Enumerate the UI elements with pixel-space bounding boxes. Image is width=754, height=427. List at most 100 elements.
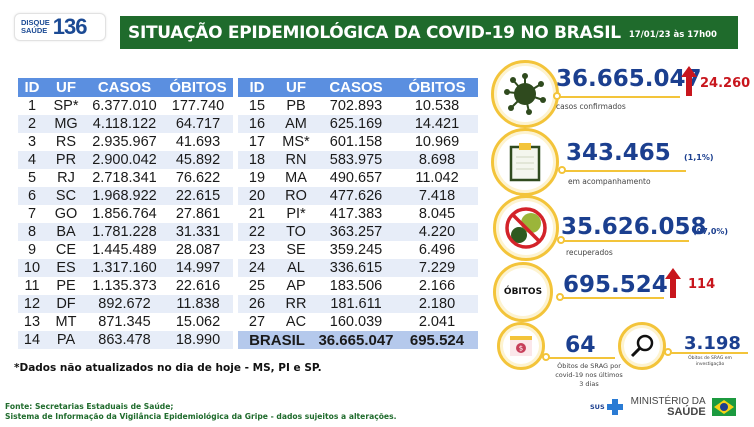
table-row: 15 PB 702.893 10.538 — [238, 97, 478, 115]
cell-casos: 892.672 — [86, 295, 163, 313]
cell-id: 6 — [18, 187, 46, 205]
calendar-icon: $ — [510, 336, 532, 356]
footnote: *Dados não atualizados no dia de hoje - … — [14, 362, 322, 374]
cell-id: 27 — [248, 314, 266, 330]
cell-obitos: 22.616 — [175, 278, 221, 294]
total-row: BRASIL 36.665.047 695.524 — [238, 331, 478, 349]
cell-casos: 363.257 — [316, 223, 396, 241]
srag-recent-value: 64 — [565, 333, 596, 358]
cell-uf: ES — [46, 259, 86, 277]
cell-obitos: 2.180 — [396, 295, 478, 313]
cell-uf: MS* — [282, 134, 310, 150]
cell-id: 21 — [248, 206, 266, 222]
cell-obitos: 27.861 — [175, 206, 221, 222]
cell-casos: 871.345 — [98, 314, 151, 330]
cell-obitos: 31.331 — [163, 223, 233, 241]
cell-obitos: 28.087 — [175, 242, 221, 258]
update-date: 17/01/23 às 17h00 — [628, 29, 717, 40]
total-casos: 36.665.047 — [316, 331, 396, 349]
srag-recent-icon-ring: $ — [497, 322, 545, 370]
clipboard-icon — [509, 143, 541, 182]
table-row: 23 SE 359.245 6.496 — [238, 241, 478, 259]
magnifier-icon — [630, 334, 654, 358]
monitoring-underline — [562, 170, 686, 172]
confirmed-value: 36.665.047 — [556, 66, 702, 92]
cell-id: 25 — [248, 278, 266, 294]
table-header: ID UF CASOS ÓBITOS — [18, 78, 233, 97]
cell-uf: DF — [46, 295, 86, 313]
table-row: 6 SC 1.968.922 22.615 — [18, 187, 233, 205]
cell-obitos: 14.421 — [396, 115, 478, 133]
cell-uf: PA — [46, 331, 86, 349]
cell-casos: 1.856.764 — [92, 206, 157, 222]
cell-id: 20 — [238, 187, 276, 205]
recovered-underline — [561, 240, 689, 242]
deaths-delta: 114 — [688, 277, 716, 292]
table-row: 26 RR 181.611 2.180 — [238, 295, 478, 313]
cell-obitos: 18.990 — [163, 331, 233, 349]
cell-id: 4 — [18, 151, 46, 169]
recovered-dot — [557, 236, 565, 244]
cell-uf: SC — [46, 187, 86, 205]
cell-obitos: 22.615 — [163, 187, 233, 205]
cell-obitos: 10.538 — [414, 98, 460, 114]
table-row: 13 MT 871.345 15.062 — [18, 313, 233, 331]
recovered-label: recuperados — [566, 248, 613, 257]
table-row: 2 MG 4.118.122 64.717 — [18, 115, 233, 133]
no-virus-icon — [505, 207, 547, 249]
cell-obitos: 10.969 — [414, 134, 460, 150]
cell-casos: 417.383 — [329, 206, 383, 222]
col-id: ID — [238, 78, 276, 97]
cell-uf: RN — [276, 151, 316, 169]
confirmed-dot — [553, 92, 561, 100]
srag-investigation-value: 3.198 — [684, 333, 741, 354]
table-separator — [233, 78, 238, 348]
cell-uf: AP — [286, 278, 306, 294]
cell-uf: BA — [46, 223, 86, 241]
srag-investigation-dot — [664, 348, 672, 356]
srag-recent-label: Óbitos de SRAG por covid-19 nos últimos … — [555, 362, 623, 388]
col-casos: CASOS — [316, 78, 396, 97]
source-line-2: Sistema de Informação da Vigilância Epid… — [5, 412, 397, 421]
page-title: SITUAÇÃO EPIDEMIOLÓGICA DA COVID-19 NO B… — [128, 22, 621, 43]
monitoring-icon-ring — [491, 128, 559, 196]
cell-id: 10 — [18, 259, 46, 277]
cell-obitos: 15.062 — [175, 314, 221, 330]
hotline-number: 136 — [52, 14, 88, 39]
cell-id: 11 — [24, 278, 40, 294]
deaths-badge: ÓBITOS — [503, 287, 543, 297]
cell-id: 16 — [238, 115, 276, 133]
recovered-icon-ring — [493, 195, 559, 261]
cell-uf: MA — [285, 170, 307, 186]
title-bar: SITUAÇÃO EPIDEMIOLÓGICA DA COVID-19 NO B… — [120, 16, 738, 49]
cell-uf: CE — [55, 242, 77, 258]
cell-casos: 160.039 — [329, 314, 383, 330]
table-row: 24 AL 336.615 7.229 — [238, 259, 478, 277]
table-row: 14 PA 863.478 18.990 — [18, 331, 233, 349]
srag-recent-underline — [545, 357, 615, 359]
cell-uf: RO — [276, 187, 316, 205]
cell-uf: RR — [276, 295, 316, 313]
col-id: ID — [18, 78, 46, 97]
srag-recent-dot — [542, 353, 550, 361]
cell-obitos: 2.041 — [418, 314, 456, 330]
monitoring-value: 343.465 — [566, 140, 671, 166]
hotline-label-1: DISQUE — [21, 18, 50, 27]
cell-uf: AC — [285, 314, 307, 330]
table-row: 4 PR 2.900.042 45.892 — [18, 151, 233, 169]
cell-uf: GO — [54, 206, 78, 222]
table-row: 12 DF 892.672 11.838 — [18, 295, 233, 313]
col-uf: UF — [276, 78, 316, 97]
table-row: 22 TO 363.257 4.220 — [238, 223, 478, 241]
table-row: 11 PE 1.135.373 22.616 — [18, 277, 233, 295]
cell-casos: 1.968.922 — [86, 187, 163, 205]
table-row: 18 RN 583.975 8.698 — [238, 151, 478, 169]
cell-obitos: 11.838 — [163, 295, 233, 313]
cell-obitos: 4.220 — [396, 223, 478, 241]
cell-casos: 2.718.341 — [92, 170, 157, 186]
cell-casos: 6.377.010 — [92, 98, 157, 114]
confirmed-delta: 24.260 — [700, 76, 751, 91]
table-row: 3 RS 2.935.967 41.693 — [18, 133, 233, 151]
deaths-underline — [560, 297, 664, 299]
cell-casos: 583.975 — [316, 151, 396, 169]
